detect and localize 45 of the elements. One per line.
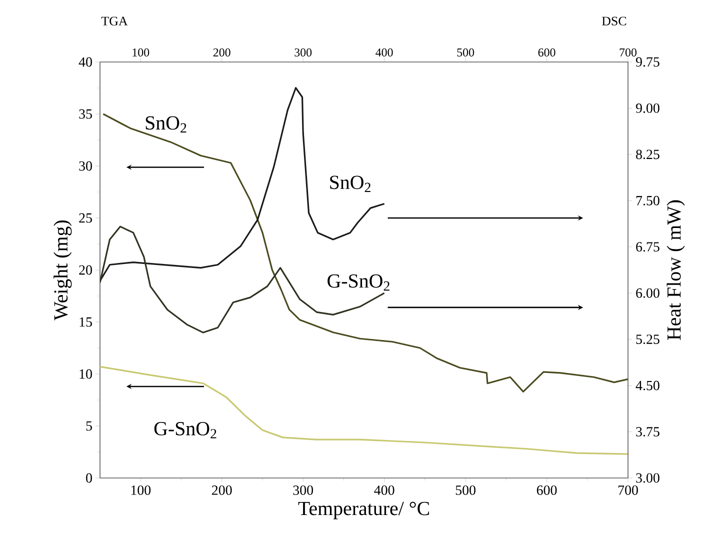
x2-tick-label: 200 bbox=[212, 486, 232, 495]
x-tick-label: 700 bbox=[620, 48, 637, 56]
y-tick-label: 5 bbox=[86, 421, 92, 431]
y-tick-label: 40 bbox=[78, 57, 92, 67]
y2-tick-label: 4.50 bbox=[636, 380, 660, 390]
line-series bbox=[100, 366, 628, 455]
x2-tick-label: 600 bbox=[536, 486, 557, 495]
x2-tick-label: 100 bbox=[131, 486, 151, 495]
x2-tick-label: 700 bbox=[618, 486, 638, 495]
y2-tick-label: 6.00 bbox=[636, 288, 660, 298]
x-tick-label: 200 bbox=[213, 48, 230, 56]
y-tick-label: 25 bbox=[79, 213, 92, 223]
y-axis-title: Weight (mg) bbox=[54, 220, 72, 320]
y-tick-label: 15 bbox=[80, 317, 92, 327]
y2-tick-label: 6.75 bbox=[636, 242, 660, 252]
y2-axis-title: Heat Flow ( mW) bbox=[666, 200, 685, 340]
x-tick-label: 300 bbox=[294, 48, 312, 56]
y2-tick-label: 8.25 bbox=[636, 150, 660, 160]
x2-tick-label: 500 bbox=[456, 486, 476, 495]
y-tick-label: 0 bbox=[86, 473, 92, 483]
x-tick-label: 500 bbox=[457, 48, 474, 56]
series-label: SnO$_{2}$ bbox=[146, 116, 186, 133]
series-label: G-SnO$_{2}$ bbox=[154, 422, 216, 438]
y2-tick-label: 9.75 bbox=[636, 57, 660, 67]
text: DSC bbox=[602, 16, 626, 26]
y-tick-label: 10 bbox=[80, 369, 92, 379]
x-tick-label: 600 bbox=[538, 48, 556, 56]
series-label: SnO$_{2}$ bbox=[330, 176, 370, 192]
y2-tick-label: 9.00 bbox=[636, 103, 660, 113]
x-tick-label: 100 bbox=[132, 48, 150, 56]
text: TGA bbox=[101, 16, 128, 26]
y2-tick-label: 3.75 bbox=[636, 427, 660, 436]
y2-tick-label: 7.50 bbox=[636, 196, 660, 206]
x-axis-title: Temperature/ °C bbox=[298, 502, 430, 520]
series-label: G-SnO$_{2}$ bbox=[328, 274, 390, 291]
y2-tick-label: 5.25 bbox=[636, 334, 660, 344]
x-tick-label: 400 bbox=[376, 48, 393, 56]
y-tick-label: 20 bbox=[79, 265, 92, 275]
x2-tick-label: 400 bbox=[374, 486, 394, 495]
y2-tick-label: 3.00 bbox=[636, 473, 660, 483]
x2-tick-label: 300 bbox=[293, 486, 314, 495]
line-series bbox=[100, 226, 386, 334]
line-series bbox=[102, 113, 628, 392]
y-tick-label: 35 bbox=[79, 109, 92, 119]
y-tick-label: 30 bbox=[79, 161, 92, 171]
